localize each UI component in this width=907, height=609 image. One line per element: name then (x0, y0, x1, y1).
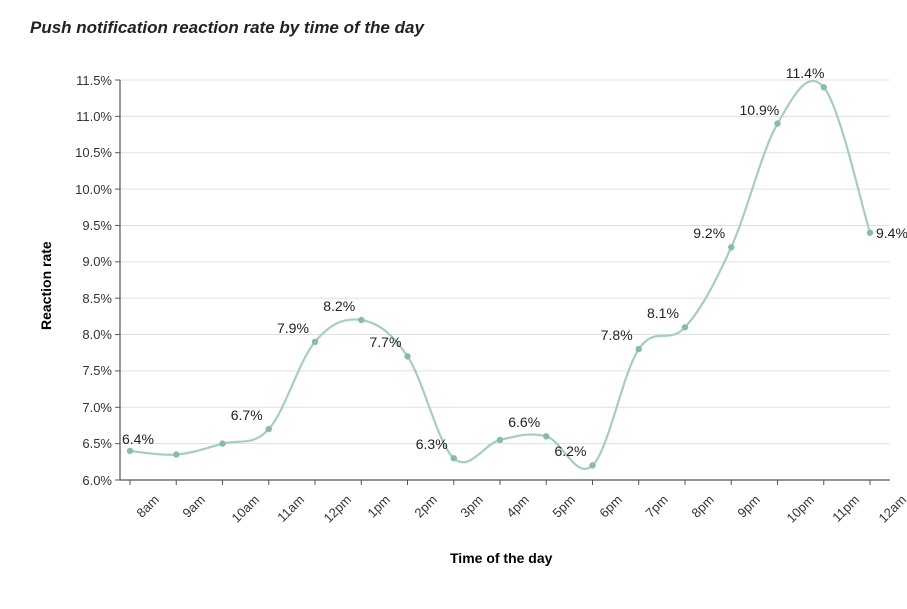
x-tick-label: 6pm (596, 492, 624, 520)
y-tick-label: 10.5% (75, 145, 112, 160)
x-tick-label: 12am (876, 492, 907, 526)
data-point-label: 8.1% (647, 305, 679, 321)
data-point-label: 6.3% (416, 436, 448, 452)
x-tick-label: 11pm (829, 492, 862, 525)
y-tick-label: 7.5% (82, 363, 112, 378)
y-tick-label: 8.0% (82, 327, 112, 342)
y-tick-label: 6.0% (82, 473, 112, 488)
data-point-label: 7.9% (277, 320, 309, 336)
data-point-label: 6.6% (508, 414, 540, 430)
x-tick-label: 10pm (783, 492, 817, 526)
x-tick-label: 12pm (321, 492, 355, 526)
x-tick-label: 7pm (642, 492, 670, 520)
x-tick-label: 9am (180, 492, 208, 520)
data-point-label: 6.4% (122, 431, 154, 447)
x-tick-label: 1pm (365, 492, 393, 520)
x-tick-label: 2pm (411, 492, 439, 520)
data-point-label: 6.7% (231, 407, 263, 423)
data-point-label: 8.2% (323, 298, 355, 314)
x-tick-label: 10am (228, 492, 262, 526)
data-point-label: 9.4% (876, 225, 907, 241)
y-axis-title: Reaction rate (38, 241, 54, 330)
data-point-label: 10.9% (740, 102, 780, 118)
data-point-label: 6.2% (555, 443, 587, 459)
y-tick-label: 9.5% (82, 218, 112, 233)
chart-title: Push notification reaction rate by time … (30, 18, 424, 38)
x-tick-label: 8pm (688, 492, 716, 520)
chart-container: Push notification reaction rate by time … (0, 0, 907, 609)
x-tick-label: 9pm (735, 492, 763, 520)
y-tick-label: 7.0% (82, 400, 112, 415)
data-point-label: 7.8% (601, 327, 633, 343)
y-tick-label: 8.5% (82, 291, 112, 306)
y-tick-label: 6.5% (82, 436, 112, 451)
y-tick-label: 9.0% (82, 254, 112, 269)
y-tick-label: 10.0% (75, 182, 112, 197)
x-axis-title: Time of the day (450, 550, 552, 566)
data-point-label: 11.4% (786, 65, 825, 81)
x-tick-label: 8am (133, 492, 161, 520)
x-tick-label: 3pm (457, 492, 485, 520)
x-tick-label: 11am (274, 492, 307, 525)
data-point-label: 9.2% (693, 225, 725, 241)
y-tick-label: 11.0% (76, 109, 112, 124)
data-point-label: 7.7% (370, 334, 402, 350)
x-tick-label: 4pm (503, 492, 531, 520)
x-tick-label: 5pm (550, 492, 578, 520)
y-tick-label: 11.5% (76, 73, 112, 88)
